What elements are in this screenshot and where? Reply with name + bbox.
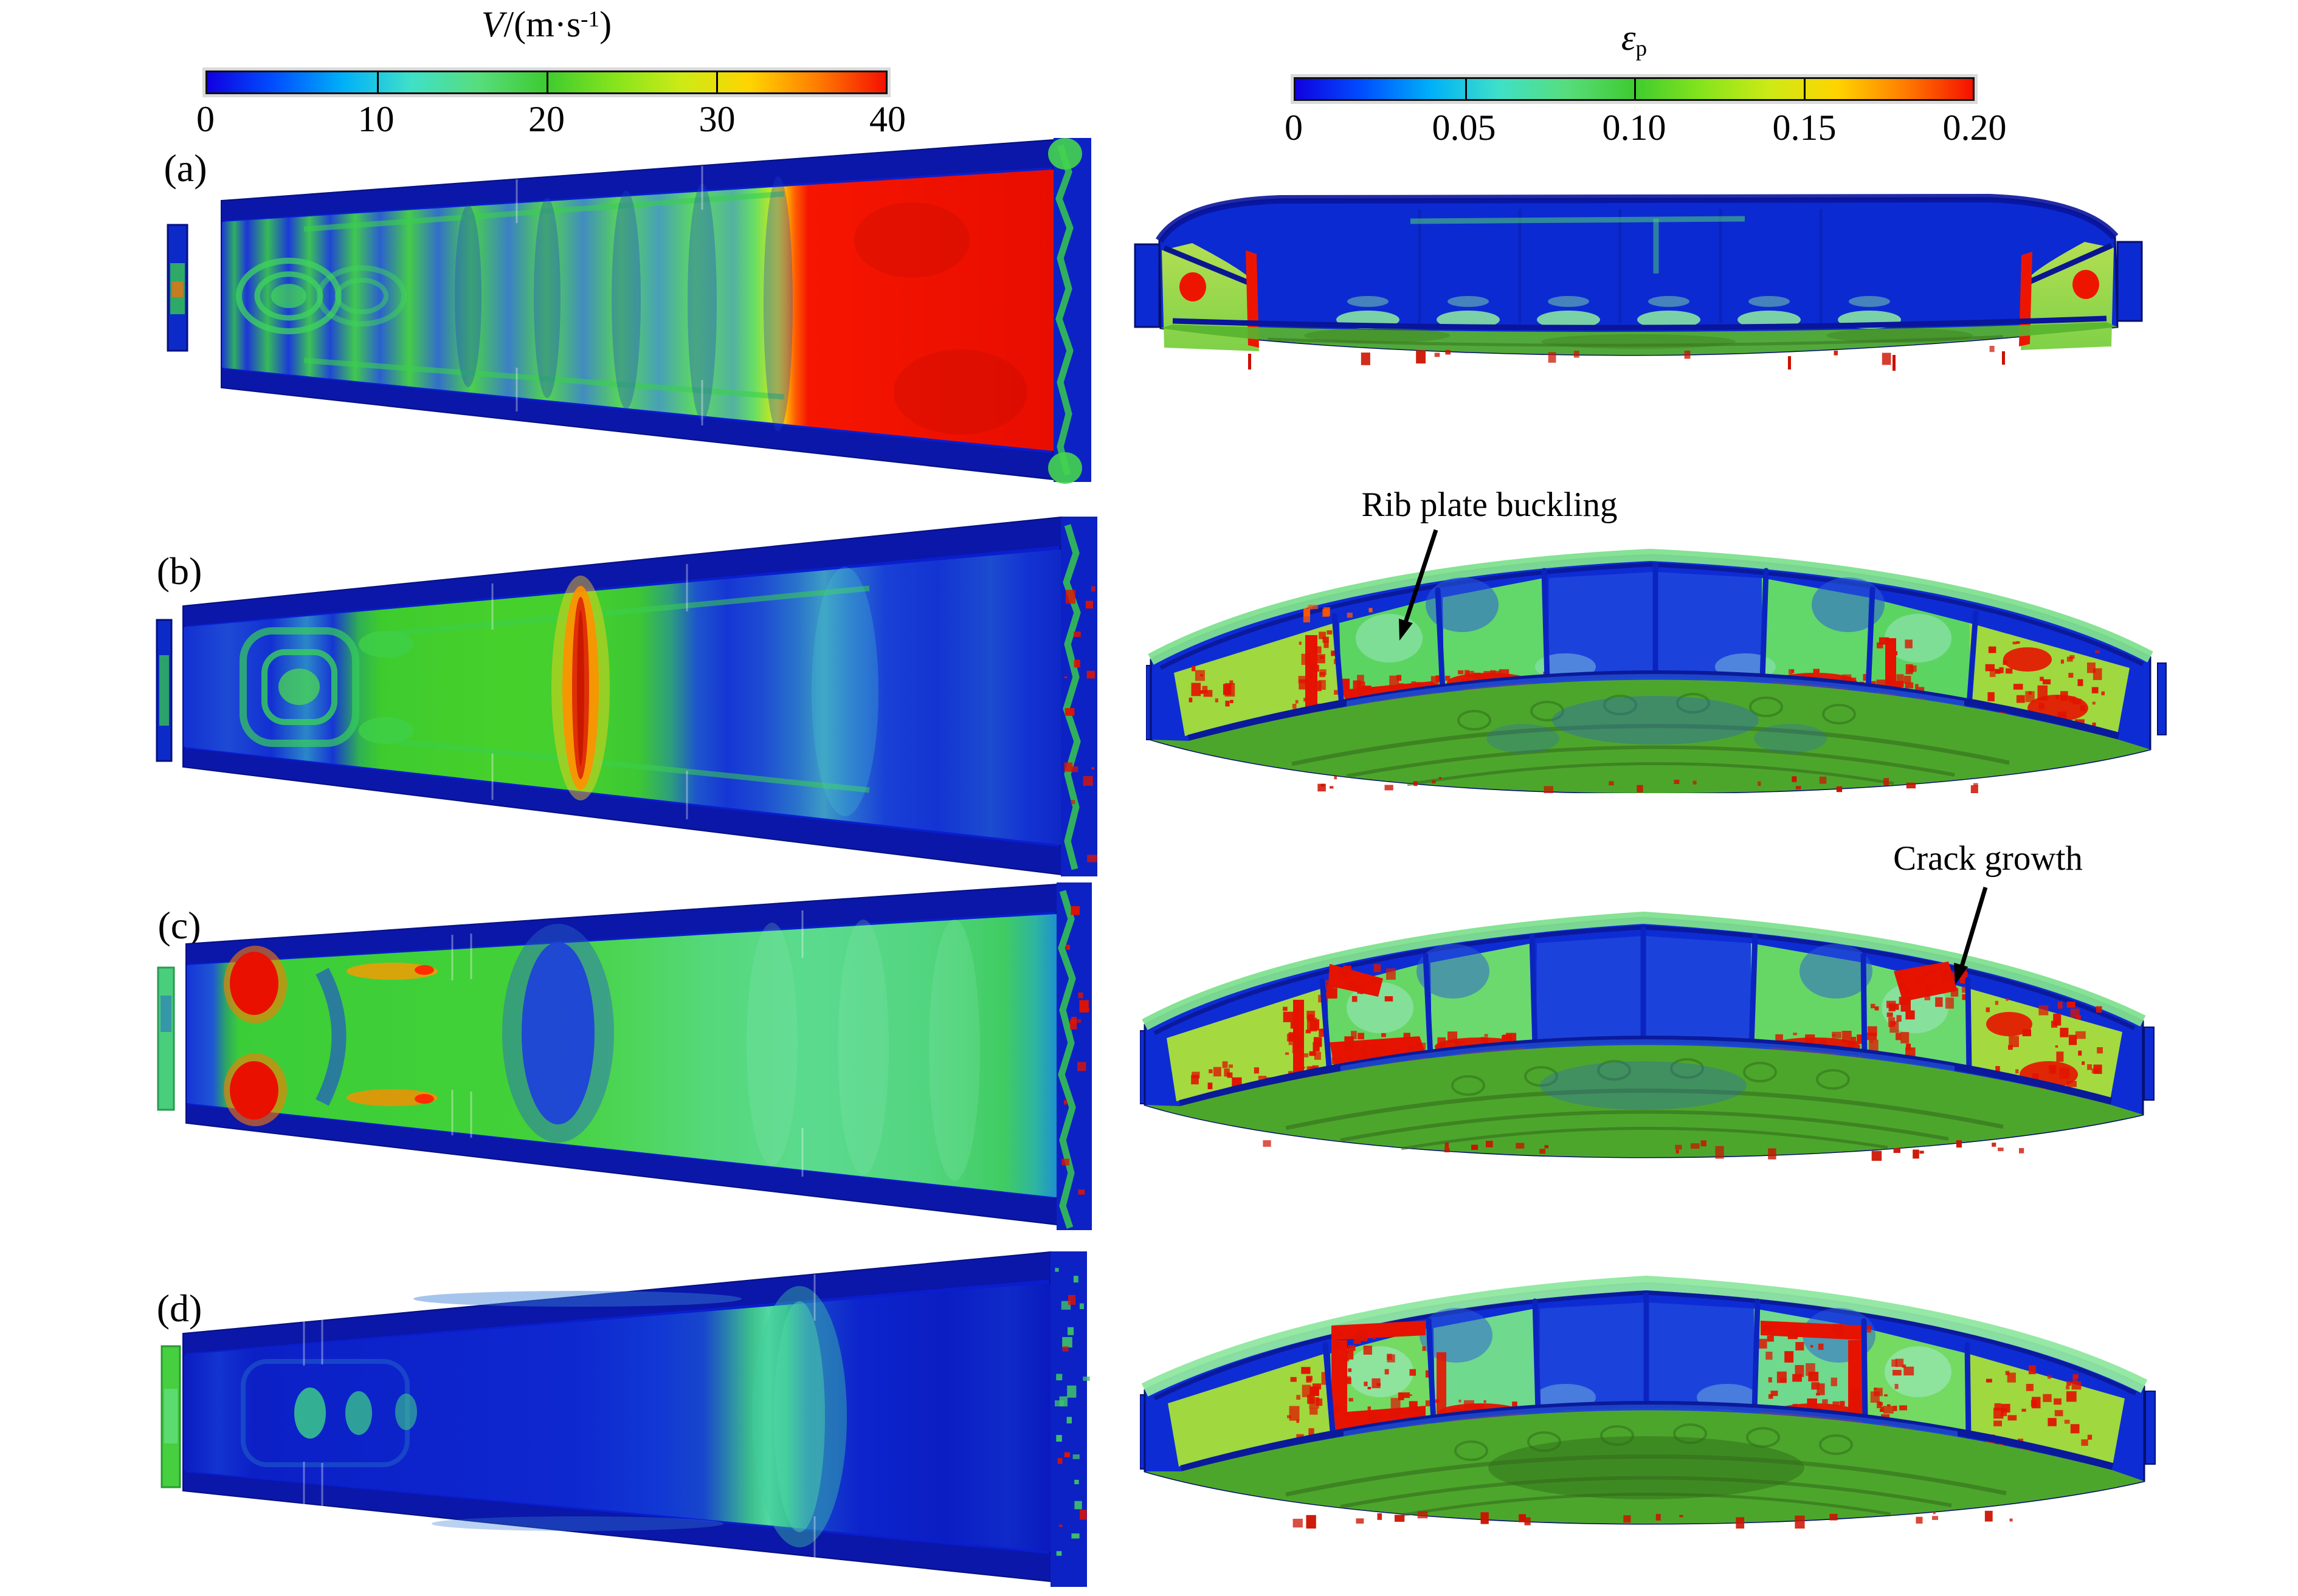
- colorbar-tick-mark: [1803, 79, 1806, 99]
- panel-b-strain-contour: [1146, 548, 2167, 793]
- colorbar-tick-mark: [1465, 79, 1467, 99]
- panel-d-label: (d): [156, 1287, 202, 1330]
- crack-growth-arrow-icon: [1954, 886, 1988, 985]
- strain-subscript: p: [1635, 36, 1648, 61]
- orange-speckle-group: [1303, 605, 1373, 623]
- crack-growth-annotation: Crack growth: [1893, 839, 2083, 878]
- velocity-colorbar-title: V/(m·s-1): [205, 4, 888, 46]
- panel-d-strain-contour: [1140, 1275, 2156, 1529]
- panel-b-velocity-contour: [156, 516, 1097, 876]
- colorbar-tick-mark: [377, 72, 379, 92]
- red-speckle-group: [1263, 1140, 2024, 1161]
- red-drip-marks: [1248, 351, 2005, 371]
- ring-pattern: [240, 627, 359, 747]
- panel-c-strain-contour: [1140, 911, 2155, 1161]
- rib-buckling-arrow-icon: [1399, 529, 1438, 641]
- red-corner-blobs: [224, 946, 287, 1126]
- velocity-unit-prefix: /(m·s: [503, 4, 581, 44]
- red-velocity-streak: [551, 576, 610, 800]
- velocity-colorbar-tick-labels: 0 10 20 30 40: [196, 98, 906, 147]
- velocity-colorbar: V/(m·s-1) 0 10 20 30 40: [196, 0, 906, 152]
- colorbar-tick-mark: [716, 72, 718, 92]
- red-speckle-group: [1986, 1365, 2093, 1465]
- tick-label: 0.05: [1432, 108, 1496, 148]
- red-speckle-group: [1061, 906, 1089, 1195]
- tick-label: 40: [869, 99, 906, 139]
- red-speckle-group: [1057, 1295, 1087, 1527]
- panel-d-velocity-contour: [160, 1251, 1090, 1587]
- green-velocity-band: [752, 1286, 847, 1547]
- green-velocity-nodes: [294, 1388, 417, 1439]
- strain-colorbar-tick-labels: 0 0.05 0.10 0.15 0.20: [1285, 107, 2007, 156]
- strain-colorbar-title: εp: [1294, 17, 1975, 61]
- red-speckle-group: [1323, 964, 1396, 1002]
- red-speckle-group: [1361, 346, 1995, 365]
- panel-b-label: (b): [156, 549, 202, 593]
- colorbar-tick-mark: [1634, 79, 1636, 99]
- velocity-colorbar-gradient: [205, 71, 888, 94]
- strain-colorbar: εp 0 0.05 0.10 0.15 0.20: [1285, 0, 2007, 152]
- panel-a-velocity-contour: [167, 138, 1091, 484]
- tick-label: 0.15: [1772, 108, 1837, 148]
- tick-label: 10: [357, 99, 395, 139]
- velocity-exponent: -1: [581, 7, 600, 32]
- tick-label: 0: [196, 99, 215, 139]
- strain-symbol: ε: [1621, 18, 1636, 58]
- panel-c-label: (c): [157, 904, 201, 947]
- rib-plate-buckling-annotation: Rib plate buckling: [1361, 486, 1618, 524]
- tick-label: 0.20: [1942, 108, 2007, 148]
- panel-a-strain-contour: [1134, 193, 2143, 371]
- tick-label: 0.10: [1602, 108, 1666, 148]
- red-speckle-group: [1189, 666, 1235, 707]
- panel-a-label: (a): [164, 146, 207, 190]
- velocity-unit-suffix: ): [599, 4, 612, 44]
- velocity-symbol: V: [481, 4, 504, 44]
- panel-c-velocity-contour: [157, 882, 1092, 1230]
- tick-label: 20: [528, 99, 565, 139]
- red-speckle-group: [1317, 776, 1978, 793]
- red-speckle-group: [1292, 1510, 2013, 1529]
- tick-label: 0: [1285, 108, 1303, 148]
- green-speckle-group: [1055, 1268, 1090, 1556]
- strain-colorbar-gradient: [1294, 77, 1975, 101]
- red-speckle-group: [1064, 586, 1097, 862]
- tick-label: 30: [699, 99, 736, 139]
- blue-velocity-node: [502, 924, 614, 1143]
- colorbar-tick-mark: [547, 72, 548, 92]
